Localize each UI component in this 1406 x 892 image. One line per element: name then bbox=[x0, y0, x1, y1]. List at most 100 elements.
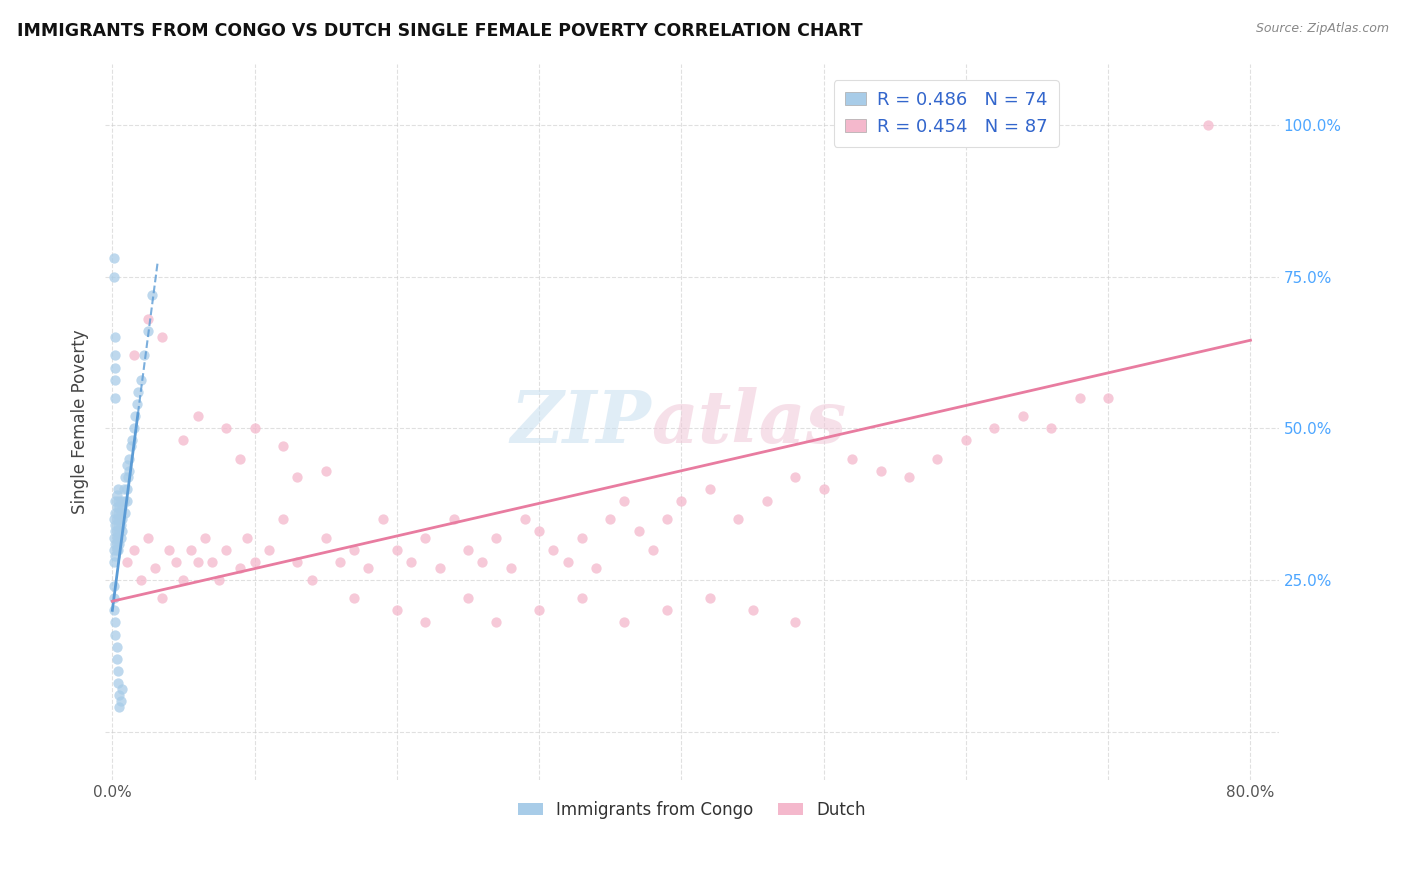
Point bbox=[955, 434, 977, 448]
Point bbox=[898, 470, 921, 484]
Point bbox=[741, 603, 763, 617]
Point bbox=[927, 451, 949, 466]
Point bbox=[114, 506, 136, 520]
Point bbox=[104, 536, 127, 550]
Point bbox=[108, 524, 131, 539]
Point bbox=[443, 512, 465, 526]
Point bbox=[115, 458, 138, 472]
Point bbox=[315, 464, 337, 478]
Point bbox=[111, 512, 134, 526]
Point bbox=[285, 470, 308, 484]
Point bbox=[150, 591, 173, 606]
Point bbox=[813, 482, 835, 496]
Point bbox=[499, 561, 522, 575]
Point bbox=[157, 542, 180, 557]
Point bbox=[118, 464, 141, 478]
Point bbox=[129, 373, 152, 387]
Point bbox=[104, 348, 127, 362]
Point bbox=[104, 494, 127, 508]
Point bbox=[285, 555, 308, 569]
Point bbox=[385, 603, 408, 617]
Point bbox=[111, 682, 134, 697]
Point bbox=[165, 555, 187, 569]
Point bbox=[115, 555, 138, 569]
Point bbox=[110, 694, 132, 708]
Point bbox=[107, 494, 129, 508]
Point bbox=[121, 434, 143, 448]
Point bbox=[187, 555, 209, 569]
Point bbox=[104, 615, 127, 630]
Point bbox=[104, 549, 127, 563]
Point bbox=[513, 512, 536, 526]
Point bbox=[104, 360, 127, 375]
Point bbox=[785, 615, 807, 630]
Point bbox=[641, 542, 664, 557]
Point bbox=[471, 555, 494, 569]
Point bbox=[657, 603, 679, 617]
Point bbox=[105, 640, 128, 654]
Point bbox=[105, 652, 128, 666]
Point bbox=[105, 524, 128, 539]
Point bbox=[103, 512, 125, 526]
Point bbox=[215, 421, 238, 435]
Point bbox=[108, 500, 131, 515]
Point bbox=[343, 591, 366, 606]
Point bbox=[136, 531, 159, 545]
Point bbox=[107, 542, 129, 557]
Point bbox=[315, 531, 337, 545]
Point bbox=[172, 434, 194, 448]
Point bbox=[122, 348, 145, 362]
Point bbox=[201, 555, 224, 569]
Point bbox=[125, 397, 148, 411]
Point bbox=[104, 391, 127, 405]
Point bbox=[627, 524, 650, 539]
Point bbox=[104, 330, 127, 344]
Point bbox=[124, 409, 146, 423]
Legend: Immigrants from Congo, Dutch: Immigrants from Congo, Dutch bbox=[512, 795, 873, 826]
Point bbox=[105, 536, 128, 550]
Point bbox=[112, 482, 135, 496]
Point bbox=[141, 287, 163, 301]
Point bbox=[111, 524, 134, 539]
Point bbox=[571, 531, 593, 545]
Point bbox=[385, 542, 408, 557]
Point bbox=[104, 518, 127, 533]
Point bbox=[103, 542, 125, 557]
Point bbox=[107, 531, 129, 545]
Point bbox=[257, 542, 280, 557]
Point bbox=[117, 470, 139, 484]
Point bbox=[127, 384, 149, 399]
Point bbox=[271, 440, 294, 454]
Point bbox=[1011, 409, 1033, 423]
Point bbox=[243, 555, 266, 569]
Point bbox=[1040, 421, 1063, 435]
Point bbox=[243, 421, 266, 435]
Point bbox=[129, 573, 152, 587]
Point bbox=[110, 506, 132, 520]
Point bbox=[120, 440, 142, 454]
Point bbox=[371, 512, 394, 526]
Point bbox=[103, 269, 125, 284]
Point bbox=[103, 591, 125, 606]
Point bbox=[103, 555, 125, 569]
Point bbox=[841, 451, 863, 466]
Point bbox=[271, 512, 294, 526]
Point bbox=[236, 531, 259, 545]
Point bbox=[457, 591, 479, 606]
Point bbox=[415, 531, 437, 545]
Point bbox=[585, 561, 607, 575]
Text: atlas: atlas bbox=[651, 386, 846, 458]
Point bbox=[543, 542, 565, 557]
Point bbox=[527, 603, 550, 617]
Point bbox=[527, 524, 550, 539]
Point bbox=[699, 482, 721, 496]
Point bbox=[108, 512, 131, 526]
Point bbox=[180, 542, 202, 557]
Point bbox=[150, 330, 173, 344]
Text: IMMIGRANTS FROM CONGO VS DUTCH SINGLE FEMALE POVERTY CORRELATION CHART: IMMIGRANTS FROM CONGO VS DUTCH SINGLE FE… bbox=[17, 22, 862, 40]
Point bbox=[105, 542, 128, 557]
Point bbox=[107, 664, 129, 678]
Point bbox=[869, 464, 891, 478]
Text: Source: ZipAtlas.com: Source: ZipAtlas.com bbox=[1256, 22, 1389, 36]
Point bbox=[329, 555, 352, 569]
